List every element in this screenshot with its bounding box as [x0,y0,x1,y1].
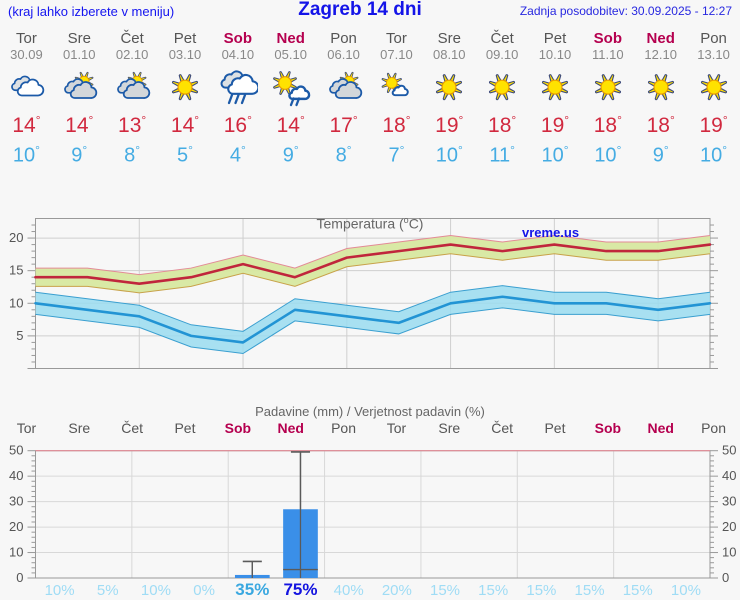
svg-text:15: 15 [9,263,23,278]
svg-text:0%: 0% [193,582,215,599]
svg-text:10: 10 [9,545,23,560]
svg-text:40: 40 [722,468,736,483]
svg-text:30: 30 [722,494,736,509]
svg-text:15%: 15% [575,582,605,599]
svg-text:15%: 15% [430,582,460,599]
svg-text:10: 10 [722,545,736,560]
svg-text:0: 0 [722,570,729,585]
svg-text:20: 20 [9,230,23,245]
svg-text:10: 10 [9,295,23,310]
svg-text:50: 50 [9,443,23,458]
svg-text:5: 5 [16,328,23,343]
svg-text:20: 20 [9,519,23,534]
svg-text:30: 30 [9,494,23,509]
svg-text:75%: 75% [283,580,317,599]
svg-text:40: 40 [9,468,23,483]
svg-text:15%: 15% [478,582,508,599]
svg-text:50: 50 [722,443,736,458]
svg-text:40%: 40% [334,582,364,599]
svg-text:0: 0 [16,570,23,585]
svg-text:5%: 5% [97,582,119,599]
svg-text:35%: 35% [235,580,269,599]
svg-text:15%: 15% [526,582,556,599]
svg-text:10%: 10% [141,582,171,599]
svg-text:10%: 10% [671,582,701,599]
svg-text:20: 20 [722,519,736,534]
svg-text:20%: 20% [382,582,412,599]
svg-text:15%: 15% [623,582,653,599]
svg-text:10%: 10% [45,582,75,599]
